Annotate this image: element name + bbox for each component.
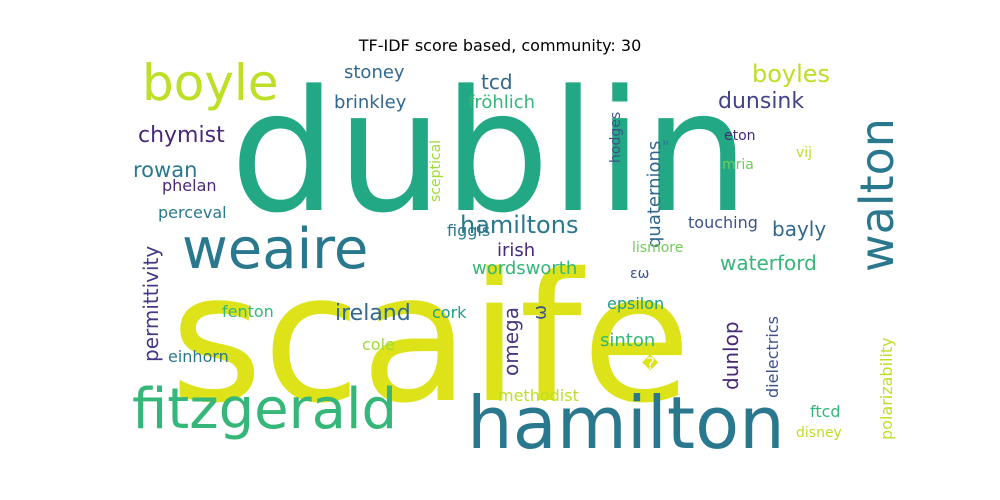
word-43: cole [362, 335, 395, 354]
word-0: dublin [230, 54, 750, 250]
word-22: eton [724, 128, 756, 144]
word-12: brinkley [334, 92, 407, 113]
word-36: cork [432, 303, 467, 322]
word-32: waterford [720, 251, 817, 275]
word-2: weaire [182, 217, 368, 282]
word-34: ω [530, 305, 551, 320]
word-16: phelan [162, 176, 217, 195]
word-7: hamiltons [460, 211, 578, 239]
word-23: mria [722, 157, 754, 173]
word-5: boyle [142, 54, 279, 112]
word-1: scaife [170, 235, 691, 442]
word-6: walton [850, 118, 904, 272]
word-40: dielectrics [763, 316, 782, 398]
word-45: methodist [498, 386, 579, 405]
word-46: ftcd [810, 402, 841, 421]
word-47: disney [796, 425, 842, 441]
word-27: figgis [447, 221, 490, 240]
word-19: sceptical [428, 140, 444, 202]
word-29: lismore [632, 240, 683, 256]
word-44: einhorn [168, 347, 229, 366]
word-20: quaternions [644, 141, 665, 248]
word-30: wordsworth [472, 258, 577, 279]
word-15: rowan [133, 158, 197, 182]
word-39: dunlop [719, 321, 743, 390]
word-8: boyles [752, 60, 830, 88]
word-11: stoney [344, 62, 405, 83]
word-17: perceval [158, 203, 227, 222]
word-18: permittivity [139, 246, 163, 362]
word-41: polarizability [877, 337, 896, 440]
word-37: fenton [222, 302, 274, 321]
word-49: � [642, 354, 659, 373]
word-48: " [662, 137, 669, 156]
word-33: omega [499, 307, 523, 376]
word-4: fitzgerald [132, 377, 397, 442]
word-25: touching [688, 213, 758, 232]
word-13: fröhlich [468, 92, 535, 113]
word-10: tcd [481, 70, 513, 94]
word-9: dunsink [718, 89, 804, 114]
word-31: εω [630, 266, 649, 282]
word-26: bayly [772, 217, 826, 241]
word-14: chymist [138, 123, 225, 148]
word-24: vij [796, 145, 812, 161]
word-3: hamilton [467, 381, 785, 465]
word-21: hodges [608, 112, 624, 163]
word-42: sinton [600, 330, 655, 351]
word-28: irish [497, 240, 535, 261]
word-35: ireland [335, 301, 411, 326]
figure-title: TF-IDF score based, community: 30 [358, 36, 642, 55]
word-38: epsilon [607, 294, 664, 313]
